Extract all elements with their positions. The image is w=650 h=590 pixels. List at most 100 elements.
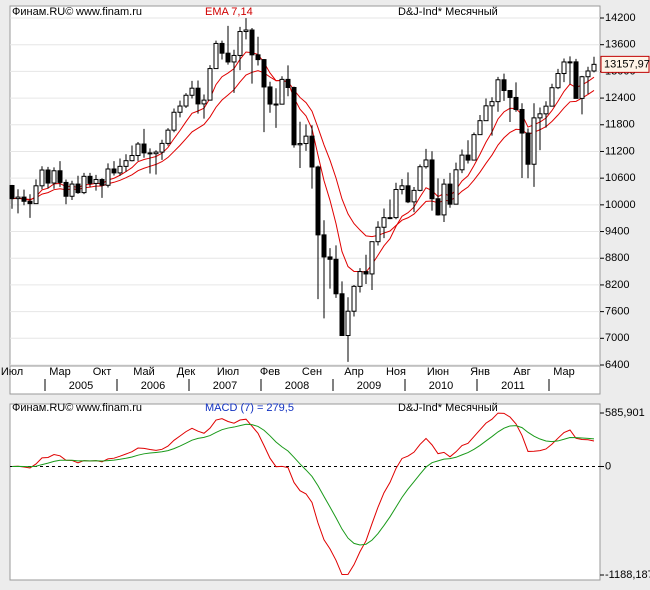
- candle-body: [423, 159, 429, 168]
- candle-body: [495, 79, 501, 103]
- year-label: 2005: [69, 380, 93, 392]
- x-axis-panel: [9, 365, 601, 395]
- candle-body: [453, 169, 459, 205]
- y-tick-label: 9400: [605, 225, 629, 237]
- candle-body: [543, 105, 549, 115]
- candle-body: [261, 59, 267, 88]
- year-label: 2006: [141, 380, 165, 392]
- candle-body: [513, 96, 519, 111]
- candle-body: [375, 226, 381, 243]
- candle-body: [579, 76, 585, 99]
- candle-body: [183, 94, 189, 107]
- candle-body: [69, 183, 75, 197]
- candle-body: [447, 183, 453, 205]
- candle-body: [207, 68, 213, 101]
- x-tick-label: Апр: [344, 366, 363, 378]
- candle-body: [243, 29, 249, 33]
- y-tick-label: 12400: [605, 92, 636, 104]
- candle-body: [105, 168, 111, 186]
- candle-body: [249, 29, 255, 56]
- candle-body: [471, 134, 477, 161]
- candle-body: [321, 234, 327, 258]
- candle-body: [45, 169, 51, 184]
- candle-body: [279, 78, 285, 105]
- candle-body: [291, 86, 297, 146]
- x-tick-label: Июл: [217, 366, 239, 378]
- instrument: D&J-Ind* Месячный: [398, 6, 498, 18]
- x-tick-label: Янв: [470, 366, 490, 378]
- x-tick-label: Мар: [49, 366, 71, 378]
- line-series: [11, 423, 595, 546]
- candle-body: [129, 155, 135, 162]
- candle-body: [555, 73, 561, 89]
- candle-body: [285, 78, 291, 88]
- y-tick-label: 11200: [605, 145, 635, 157]
- y-tick-label: 7000: [605, 332, 629, 344]
- candle-body: [591, 63, 597, 72]
- x-tick-label: Авг: [513, 366, 530, 378]
- candle-body: [501, 79, 507, 92]
- x-tick-label: Окт: [93, 366, 112, 378]
- candle-body: [525, 132, 531, 165]
- macd-title: MACD (7) = 279,5: [205, 402, 294, 414]
- candle-body: [177, 105, 183, 113]
- candle-body: [435, 198, 441, 216]
- candle-body: [273, 103, 279, 106]
- year-label: 2008: [285, 380, 309, 392]
- year-label: 2010: [429, 380, 453, 392]
- candle-body: [9, 184, 15, 200]
- candle-body: [519, 109, 525, 134]
- candle-body: [333, 258, 339, 295]
- candle-body: [135, 143, 141, 157]
- y-tick-label: 11800: [605, 119, 635, 131]
- candle-body: [153, 151, 159, 155]
- candle-body: [441, 183, 447, 216]
- year-label: 2009: [357, 380, 381, 392]
- source: Финам.RU©: [12, 6, 73, 18]
- year-label: 2007: [213, 380, 237, 392]
- year-label: 2011: [501, 380, 525, 392]
- candle-body: [327, 256, 333, 260]
- x-tick-label: Фев: [260, 366, 280, 378]
- candle-body: [489, 101, 495, 107]
- candle-body: [429, 159, 435, 200]
- candle-body: [93, 179, 99, 184]
- x-tick-label: Сен: [302, 366, 322, 378]
- candle-body: [561, 61, 567, 75]
- y-tick-label: -1188,187: [605, 569, 650, 581]
- candle-body: [507, 90, 513, 98]
- candle-body: [573, 61, 579, 99]
- candle-body: [123, 160, 129, 167]
- url: www.finam.ru: [75, 6, 142, 18]
- candle-body: [87, 175, 93, 184]
- candle-body: [141, 143, 147, 154]
- candle-body: [15, 196, 21, 200]
- candle-body: [165, 129, 171, 144]
- candle-body: [297, 143, 303, 146]
- candle-body: [393, 188, 399, 219]
- candle-body: [51, 170, 57, 184]
- candle-body: [63, 181, 69, 197]
- candle-body: [309, 135, 315, 168]
- candle-body: [213, 42, 219, 70]
- y-tick-label: 7600: [605, 306, 629, 318]
- candle-body: [147, 152, 153, 155]
- price-label-box: [600, 55, 650, 73]
- candle-body: [345, 310, 351, 337]
- candle-body: [549, 87, 555, 107]
- x-tick-label: Мар: [553, 366, 575, 378]
- candle-body: [201, 99, 207, 105]
- candle-body: [195, 87, 201, 105]
- candle-body: [171, 111, 177, 131]
- candle-body: [255, 54, 261, 61]
- candle-body: [339, 293, 345, 337]
- y-tick-label: 585,901: [605, 407, 645, 419]
- candle-body: [267, 86, 273, 105]
- candle-body: [315, 166, 321, 236]
- y-tick-label: 14200: [605, 12, 636, 24]
- y-tick-label: 6400: [605, 359, 629, 371]
- candle-body: [531, 117, 537, 165]
- candle-body: [231, 54, 237, 63]
